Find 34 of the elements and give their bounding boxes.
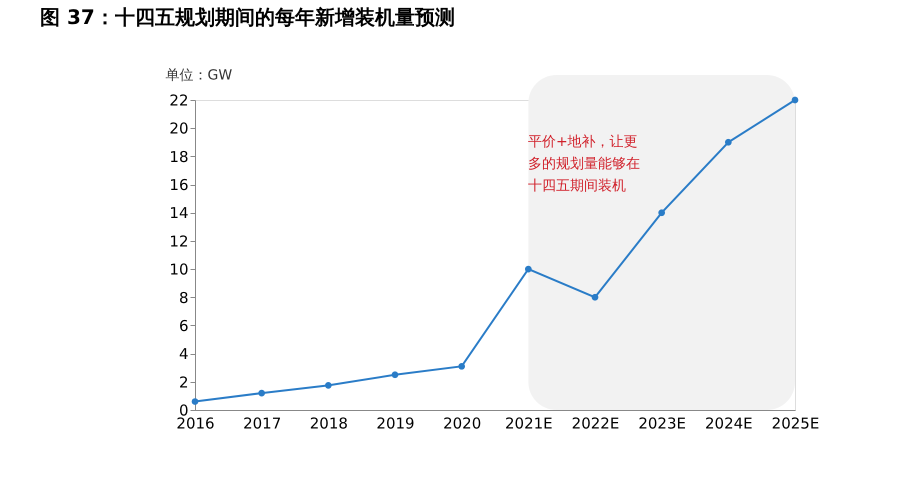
y-tick-label: 4 [178,345,188,364]
x-tick-label: 2023E [638,414,686,432]
y-tick-label: 12 [169,232,188,250]
point [724,138,732,146]
point [324,382,332,389]
x-tick-label: 2020 [443,414,482,432]
point [458,362,466,370]
y-tick-label: 18 [169,148,188,166]
x-tick-label: 2016 [176,414,215,432]
y-tick-label: 2 [178,373,188,392]
y-tick-label: 20 [169,120,188,138]
y-tick-label: 14 [169,204,188,222]
y-tick-label: 22 [169,92,188,110]
y-axis-title: 单位：GW [166,68,232,84]
x-tick-label: 2019 [376,414,415,432]
x-tick-label: 2022E [572,414,620,432]
x-tick-label: 2024E [705,414,753,432]
y-tick-label: 16 [169,176,188,194]
annotation: 平价+地补，让更多的规划量能够在十四五期间装机 [528,134,640,194]
x-tick-label: 2021E [505,414,553,432]
point [658,209,666,216]
point [524,266,532,272]
x-tick-label: 2017 [243,414,282,432]
point [792,96,798,104]
x-tick-label: 2018 [310,414,348,432]
point [258,390,266,396]
chart-title: 图 37：十四五规划期间的每年新增装机量预测 [40,5,455,29]
x-tick-label: 2025E [772,414,820,432]
y-tick-label: 8 [178,288,188,307]
point [392,371,398,378]
point [192,398,198,405]
point [592,294,598,301]
y-tick-label: 10 [169,260,188,279]
y-tick-label: 6 [178,316,188,335]
